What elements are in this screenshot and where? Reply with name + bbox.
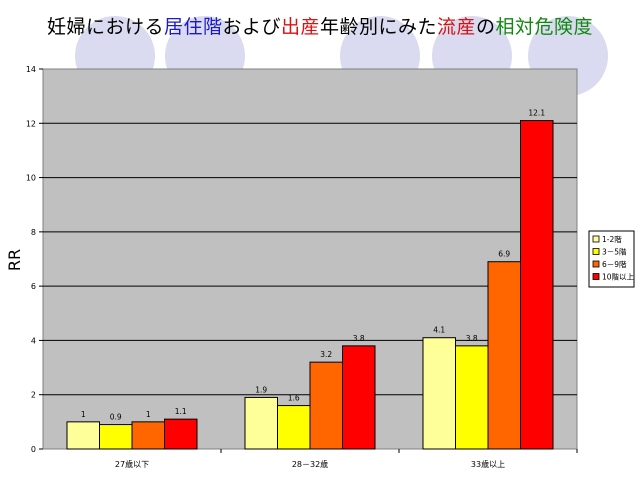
y-tick-label: 2	[31, 391, 36, 400]
legend-swatch	[592, 248, 600, 255]
data-label: 1.6	[288, 394, 300, 403]
legend-swatch	[592, 273, 600, 280]
data-label: 3.8	[353, 334, 365, 343]
legend-label: 3－5階	[602, 247, 627, 257]
bar	[99, 424, 133, 450]
legend-label: 1-2階	[602, 234, 622, 244]
data-label: 0.9	[110, 413, 122, 422]
y-tick-label: 12	[26, 119, 36, 128]
data-label: 4.1	[433, 326, 445, 335]
bar	[422, 337, 456, 450]
title-part: 妊婦における	[46, 16, 164, 38]
data-label: 6.9	[498, 250, 510, 259]
bar	[455, 345, 489, 450]
data-label: 3.2	[320, 350, 332, 359]
legend-label: 10階以上	[602, 272, 635, 282]
x-tick-label: 33歳以上	[471, 459, 505, 469]
y-tick-label: 4	[31, 336, 36, 345]
y-tick-label: 0	[31, 445, 36, 454]
legend-swatch	[592, 260, 600, 268]
y-tick-label: 14	[26, 65, 36, 74]
bar	[342, 345, 376, 450]
bar	[244, 396, 278, 450]
y-tick-label: 8	[31, 228, 36, 237]
legend-label: 6－9階	[602, 259, 627, 269]
title-part-miscarriage: 流産	[437, 16, 477, 38]
y-tick-label: 6	[31, 282, 36, 291]
bar	[309, 361, 343, 450]
bar	[66, 421, 100, 450]
data-label: 3.8	[466, 334, 478, 343]
x-tick-label: 28－32歳	[292, 459, 328, 469]
bar	[520, 120, 554, 450]
bar	[164, 418, 198, 450]
title-part-floor: 居住階	[163, 16, 223, 38]
data-label: 1	[146, 410, 151, 419]
bar	[131, 421, 165, 450]
data-label: 1.9	[255, 385, 267, 394]
title-part-birth: 出産	[280, 16, 320, 38]
title-part: の	[476, 16, 496, 38]
data-label: 12.1	[528, 109, 545, 118]
data-label: 1	[81, 410, 86, 419]
title-part: 年齢別にみた	[320, 16, 438, 38]
y-axis-label: RR	[5, 249, 24, 271]
y-tick-label: 10	[26, 174, 36, 183]
chart-title: 妊婦における居住階および出産年齢別にみた流産の相対危険度	[0, 12, 640, 39]
bar	[277, 405, 311, 450]
bar	[487, 261, 521, 450]
title-part: および	[222, 16, 281, 38]
title-part-relative-risk: 相対危険度	[495, 16, 594, 38]
data-label: 1.1	[175, 407, 187, 416]
x-tick-label: 27歳以下	[115, 459, 149, 469]
legend-swatch	[592, 235, 600, 243]
